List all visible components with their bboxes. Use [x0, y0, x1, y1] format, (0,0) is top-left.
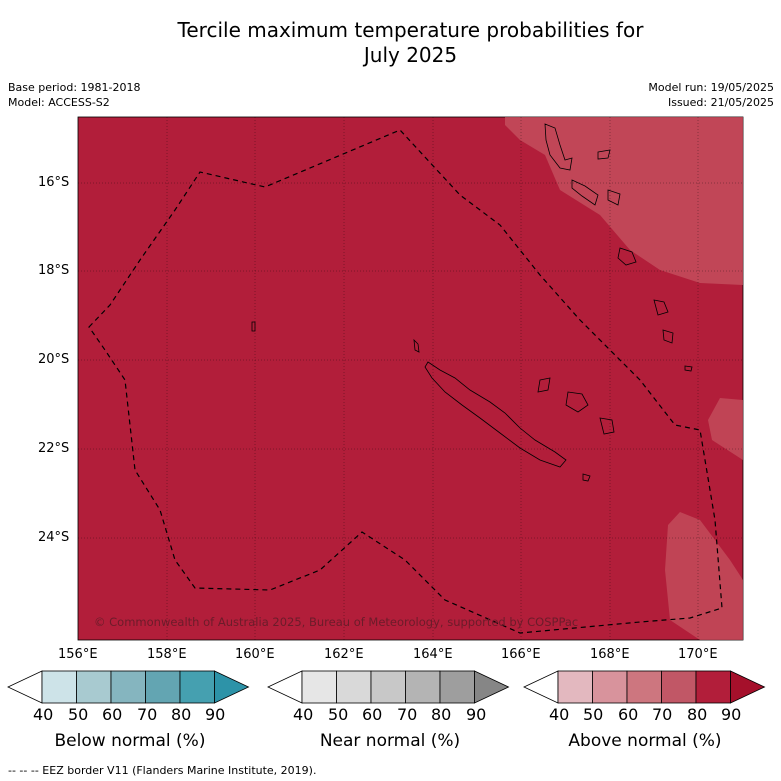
lat-label: 22°S	[38, 441, 70, 456]
hunter-islet	[684, 365, 693, 372]
cbar-extend-high	[730, 670, 766, 704]
vanuatu-islet-1	[607, 189, 621, 206]
cbar-tick: 40	[33, 705, 54, 724]
cbar-segment	[110, 670, 146, 704]
cbar-tick: 50	[68, 705, 89, 724]
meta-right: Model run: 19/05/2025 Issued: 21/05/2025	[648, 80, 774, 110]
cbar-label-below: Below normal (%)	[54, 731, 206, 751]
copyright-note: © Commonwealth of Australia 2025, Bureau…	[94, 615, 579, 629]
cbar-tick: 70	[397, 705, 418, 724]
vanuatu-middle	[571, 179, 599, 206]
lat-label: 20°S	[38, 352, 70, 367]
cbar-tick: 80	[171, 705, 192, 724]
cbar-tick: 70	[652, 705, 673, 724]
cbar-tick: 90	[205, 705, 226, 724]
cbar-tick: 80	[431, 705, 452, 724]
loyalty-island-2	[565, 391, 589, 413]
vanuatu-south	[617, 247, 637, 266]
probability-zone-e	[708, 398, 743, 460]
cbar-segment	[626, 670, 662, 704]
vanuatu-north	[544, 123, 573, 171]
meta-left: Base period: 1981-2018 Model: ACCESS-S2	[8, 80, 140, 110]
cbar-segment	[301, 670, 337, 704]
cbar-segment	[179, 670, 215, 704]
cbar-tick: 80	[687, 705, 708, 724]
base-period: Base period: 1981-2018	[8, 81, 141, 94]
lon-label: 170°E	[678, 647, 718, 662]
vanuatu-islet-3	[662, 329, 674, 344]
cbar-tick: 60	[362, 705, 383, 724]
cbar-tick: 50	[328, 705, 349, 724]
map-title: Tercile maximum temperature probabilitie…	[0, 18, 781, 68]
title-line-1: Tercile maximum temperature probabilitie…	[177, 18, 644, 42]
landmasses	[251, 123, 693, 482]
lon-label: 156°E	[58, 647, 98, 662]
cbar-tick: 90	[721, 705, 742, 724]
chesterfield-islet	[413, 338, 420, 353]
eez-border	[88, 129, 723, 634]
cbar-segment	[661, 670, 697, 704]
cbar-label-near: Near normal (%)	[319, 731, 461, 751]
new-caledonia	[424, 361, 567, 468]
walpole-islet	[582, 473, 591, 482]
cbar-extend-low	[267, 670, 303, 704]
lon-label: 158°E	[147, 647, 187, 662]
cbar-extend-low	[7, 670, 43, 704]
cbar-segment	[439, 670, 475, 704]
cbar-tick: 60	[618, 705, 639, 724]
lat-label: 18°S	[38, 263, 70, 278]
cbar-tick: 40	[293, 705, 314, 724]
cbar-segment	[145, 670, 181, 704]
lon-label: 166°E	[501, 647, 541, 662]
model-run: Model run: 19/05/2025	[648, 81, 774, 94]
lat-label: 24°S	[38, 530, 70, 545]
title-line-2: July 2025	[363, 43, 458, 67]
lat-label: 16°S	[38, 175, 70, 190]
cbar-segment	[41, 670, 77, 704]
loyalty-island-3	[599, 417, 615, 435]
cbar-segment	[695, 670, 731, 704]
model-name: Model: ACCESS-S2	[8, 96, 110, 109]
cbar-segment	[557, 670, 593, 704]
cbar-segment	[370, 670, 406, 704]
lon-label: 162°E	[324, 647, 364, 662]
cbar-segment	[405, 670, 441, 704]
lon-label: 160°E	[235, 647, 275, 662]
lon-label: 164°E	[413, 647, 453, 662]
lon-label: 168°E	[590, 647, 630, 662]
islet-west	[251, 321, 256, 332]
vanuatu-far-south	[653, 299, 669, 316]
issued-date: Issued: 21/05/2025	[667, 96, 774, 109]
cbar-segment	[592, 670, 628, 704]
cbar-segment	[336, 670, 372, 704]
cbar-extend-high	[214, 670, 250, 704]
vanuatu-islet-2	[597, 149, 611, 160]
cbar-tick: 50	[583, 705, 604, 724]
cbar-extend-low	[523, 670, 559, 704]
loyalty-island-1	[537, 377, 551, 393]
cbar-segment	[76, 670, 112, 704]
cbar-tick: 40	[549, 705, 570, 724]
cbar-tick: 70	[137, 705, 158, 724]
probability-zone-se	[665, 512, 743, 640]
cbar-label-above: Above normal (%)	[568, 731, 722, 751]
cbar-extend-high	[474, 670, 510, 704]
cbar-tick: 60	[102, 705, 123, 724]
cbar-tick: 90	[466, 705, 487, 724]
eez-footnote: -- -- -- EEZ border V11 (Flanders Marine…	[8, 764, 317, 777]
